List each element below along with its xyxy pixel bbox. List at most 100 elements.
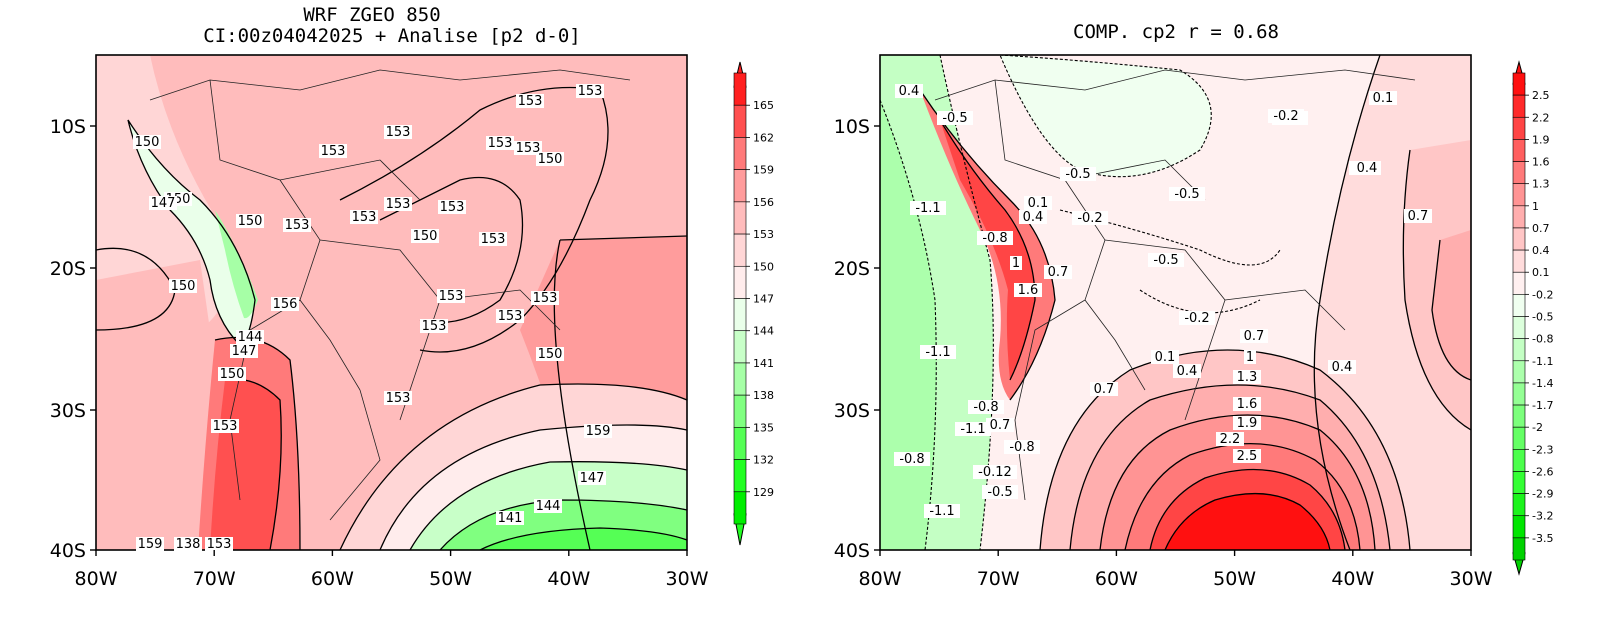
colorbar-label: -2 (1532, 421, 1543, 434)
contour-label-bg (1014, 283, 1042, 297)
contour-label: 153 (422, 319, 447, 334)
contour-label: 147 (151, 196, 176, 211)
contour-label-bg (973, 465, 1017, 479)
colorbar-label: 162 (753, 131, 774, 144)
contour-label-bg (1233, 370, 1261, 384)
contour-label: -0.2 (1273, 109, 1298, 124)
contour-label-bg (479, 232, 507, 246)
colorbar-label: 150 (753, 260, 774, 273)
colorbar-swatch (733, 265, 747, 299)
colorbar-label: -2.6 (1532, 465, 1553, 478)
contour-label-bg (1010, 256, 1022, 270)
contour-label-bg (1233, 416, 1261, 430)
contour-label: 0.1 (1373, 91, 1394, 106)
contour-label: 150 (238, 214, 263, 229)
contour-label-bg (1240, 329, 1268, 343)
colorbar-swatch (1512, 449, 1526, 472)
contour-label-bg (496, 309, 524, 323)
colorbar-swatch (1512, 116, 1526, 140)
colorbar-swatch (1512, 360, 1526, 384)
contour-label: 0.7 (990, 418, 1011, 433)
contour-label: 153 (386, 125, 411, 140)
contour-label: 1.6 (1018, 283, 1039, 298)
colorbar-swatch (1512, 404, 1526, 428)
x-tick-label: 50W (429, 568, 472, 590)
contour-label-bg (1024, 196, 1052, 210)
contour-label: 153 (498, 309, 523, 324)
colorbar-label: 156 (753, 196, 774, 209)
contour-label-bg (1179, 311, 1215, 325)
contour-label: -1.1 (960, 422, 985, 437)
contour-label: 159 (586, 424, 611, 439)
contour-label: 141 (498, 511, 523, 526)
contour-label-bg (910, 201, 946, 215)
contour-label: 0.1 (1155, 350, 1176, 365)
contour-label-bg (1148, 253, 1184, 267)
contour-label: 1 (1012, 256, 1020, 271)
contour-label: 153 (386, 197, 411, 212)
contour-label-bg (149, 196, 177, 210)
colorbar-swatch (733, 233, 747, 267)
contour-label-bg (982, 485, 1018, 499)
contour-label: 1.9 (1237, 416, 1258, 431)
contour-label: -0.2 (1184, 311, 1209, 326)
contour-label: 0.4 (899, 84, 920, 99)
contour-label-bg (516, 94, 544, 108)
colorbar-label: 159 (753, 164, 774, 177)
contour-label-bg (133, 135, 161, 149)
left-colorbar: 165 162 159 156 153 150 147 144 141 138 135 132 129 (733, 61, 774, 546)
x-tick-label: 30W (1450, 568, 1493, 590)
contour-label: 150 (220, 367, 245, 382)
right-title: COMP. cp2 r = 0.68 (1073, 21, 1279, 43)
contour-label-bg (1019, 210, 1047, 224)
contour-label-bg (384, 125, 412, 139)
contour-label: 150 (538, 347, 563, 362)
x-tick-label: 80W (859, 568, 902, 590)
contour-label-bg (411, 229, 439, 243)
contour-label-bg (218, 367, 246, 381)
contour-label-bg (1060, 167, 1096, 181)
contour-label-bg (1233, 449, 1261, 463)
contour-label: 138 (176, 537, 201, 552)
contour-label-bg (1268, 109, 1304, 123)
contour-label: 150 (171, 279, 196, 294)
left-title-line2: CI:00z04042025 + Analise [p2 d-0] (203, 25, 581, 47)
contour-label: 159 (138, 537, 163, 552)
contour-label-bg (1233, 397, 1261, 411)
contour-label: 156 (273, 297, 298, 312)
contour-label: 153 (488, 136, 513, 151)
x-tick-label: 60W (1095, 568, 1138, 590)
contour-label-bg (283, 218, 311, 232)
contour-label-bg (536, 152, 564, 166)
contour-label: 150 (538, 152, 563, 167)
contour-label: -0.5 (1153, 253, 1178, 268)
contour-label-bg (1072, 211, 1108, 225)
contour-label: -0.12 (978, 465, 1012, 480)
contour-label-bg (350, 210, 378, 224)
colorbar-swatch (1512, 205, 1526, 229)
contour-label: 147 (232, 344, 257, 359)
contour-label: -0.8 (982, 231, 1007, 246)
contour-label-bg (1090, 382, 1118, 396)
contour-label-bg (1151, 350, 1179, 364)
colorbar-swatch (1512, 493, 1526, 517)
colorbar-label: 0.7 (1532, 222, 1550, 235)
y-tick-label: 30S (50, 400, 86, 422)
contour-label: 2.5 (1237, 449, 1258, 464)
colorbar-label: 1.3 (1532, 178, 1550, 191)
colorbar-label: -2.3 (1532, 443, 1553, 456)
contour-label: 150 (413, 229, 438, 244)
colorbar-swatch (1512, 316, 1526, 339)
contour-label: 144 (238, 330, 263, 345)
y-tick-label: 10S (834, 116, 870, 138)
contour-label: 153 (439, 289, 464, 304)
colorbar-swatch (733, 427, 747, 460)
colorbar-swatch (733, 169, 747, 203)
colorbar-label: -0.8 (1532, 333, 1553, 346)
contour-label-bg (937, 111, 973, 125)
right-map-frame (879, 54, 1472, 551)
contour-label-bg (536, 347, 564, 361)
contour-label-bg (1353, 161, 1381, 175)
contour-label: -0.8 (899, 452, 924, 467)
